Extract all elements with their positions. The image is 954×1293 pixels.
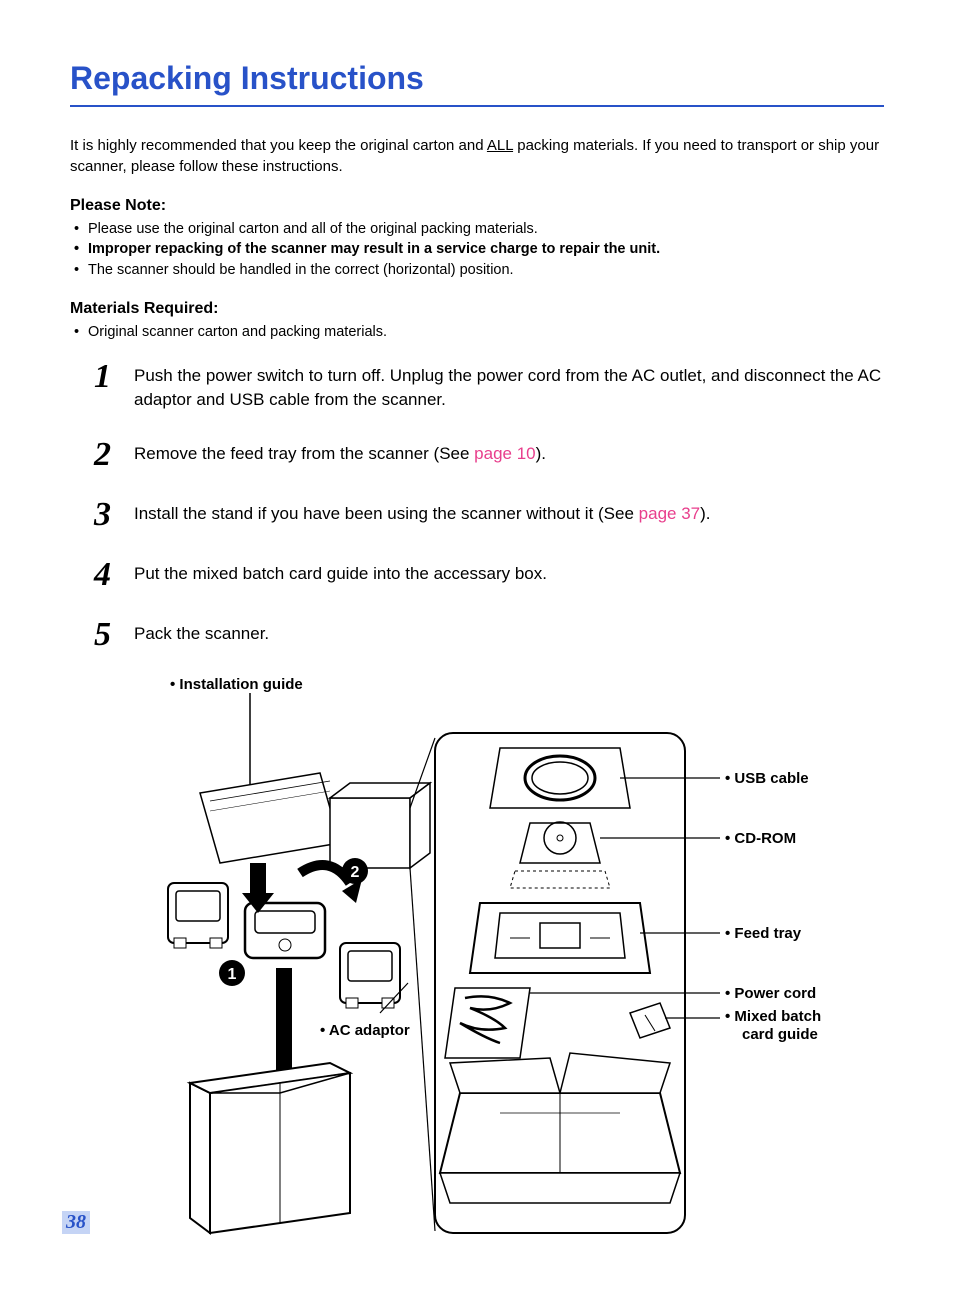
step: 2 Remove the feed tray from the scanner … <box>94 440 884 472</box>
steps-list: 1 Push the power switch to turn off. Unp… <box>70 362 884 652</box>
diagram-carton <box>190 1063 350 1233</box>
step-text: Push the power switch to turn off. Unplu… <box>134 362 884 412</box>
please-note-item: Improper repacking of the scanner may re… <box>74 239 884 259</box>
callout-1: 1 <box>219 960 245 986</box>
step-number: 4 <box>94 558 134 592</box>
diagram-scanner-left <box>168 883 228 948</box>
please-note-item: Please use the original carton and all o… <box>74 219 884 239</box>
diagram-label-mixedbatch-line2: card guide <box>742 1026 818 1043</box>
intro-underline: ALL <box>487 137 513 154</box>
step-text-before: Install the stand if you have been using… <box>134 504 639 523</box>
please-note-text: Improper repacking of the scanner may re… <box>88 241 660 257</box>
diagram-label-cdrom: • CD-ROM <box>725 830 796 847</box>
step-number: 1 <box>94 360 134 394</box>
diagram-label-installation-guide: Installation guide <box>150 676 884 693</box>
step-text: Remove the feed tray from the scanner (S… <box>134 440 546 466</box>
diagram-label-mixedbatch: • Mixed batch <box>725 1008 821 1025</box>
diagram-feed-tray <box>470 903 650 973</box>
page-number: 38 <box>62 1211 90 1234</box>
please-note-text: The scanner should be handled in the cor… <box>88 262 514 278</box>
diagram-label-usb: • USB cable <box>725 770 809 787</box>
step-text-before: Remove the feed tray from the scanner (S… <box>134 444 474 463</box>
title-rule <box>70 105 884 107</box>
please-note-item: The scanner should be handled in the cor… <box>74 260 884 280</box>
svg-text:1: 1 <box>228 966 237 983</box>
svg-text:2: 2 <box>351 864 360 881</box>
intro-paragraph: It is highly recommended that you keep t… <box>70 135 884 177</box>
step-number: 5 <box>94 618 134 652</box>
step: 4 Put the mixed batch card guide into th… <box>94 560 884 592</box>
step-number: 3 <box>94 498 134 532</box>
diagram-scanner-right <box>340 943 400 1008</box>
materials-list: Original scanner carton and packing mate… <box>70 322 884 342</box>
please-note-list: Please use the original carton and all o… <box>70 219 884 280</box>
page-link[interactable]: page 10 <box>474 444 535 463</box>
step-text: Install the stand if you have been using… <box>134 500 711 526</box>
diagram-sheet <box>200 773 340 863</box>
materials-text: Original scanner carton and packing mate… <box>88 324 387 340</box>
step-text-after: ). <box>700 504 710 523</box>
callout-2: 2 <box>342 858 368 884</box>
diagram-label-feedtray: • Feed tray <box>725 925 802 942</box>
step: 1 Push the power switch to turn off. Unp… <box>94 362 884 412</box>
page-link[interactable]: page 37 <box>639 504 700 523</box>
diagram-svg: 2 1 • AC adaptor <box>150 693 890 1253</box>
step-text-after: ). <box>536 444 546 463</box>
materials-heading: Materials Required: <box>70 300 884 318</box>
page-title: Repacking Instructions <box>70 60 884 97</box>
diagram-power-cord <box>445 988 530 1058</box>
step: 5 Pack the scanner. <box>94 620 884 652</box>
please-note-heading: Please Note: <box>70 197 884 215</box>
packing-diagram: Installation guide <box>150 676 884 1253</box>
please-note-text: Please use the original carton and all o… <box>88 221 538 237</box>
intro-before: It is highly recommended that you keep t… <box>70 137 487 154</box>
diagram-usb-cable <box>490 748 630 808</box>
step-text: Pack the scanner. <box>134 620 269 646</box>
materials-item: Original scanner carton and packing mate… <box>74 322 884 342</box>
step-number: 2 <box>94 438 134 472</box>
diagram-label-ac-adaptor: • AC adaptor <box>320 1022 410 1039</box>
step-text: Put the mixed batch card guide into the … <box>134 560 547 586</box>
diagram-label-powercord: • Power cord <box>725 985 816 1002</box>
step: 3 Install the stand if you have been usi… <box>94 500 884 532</box>
